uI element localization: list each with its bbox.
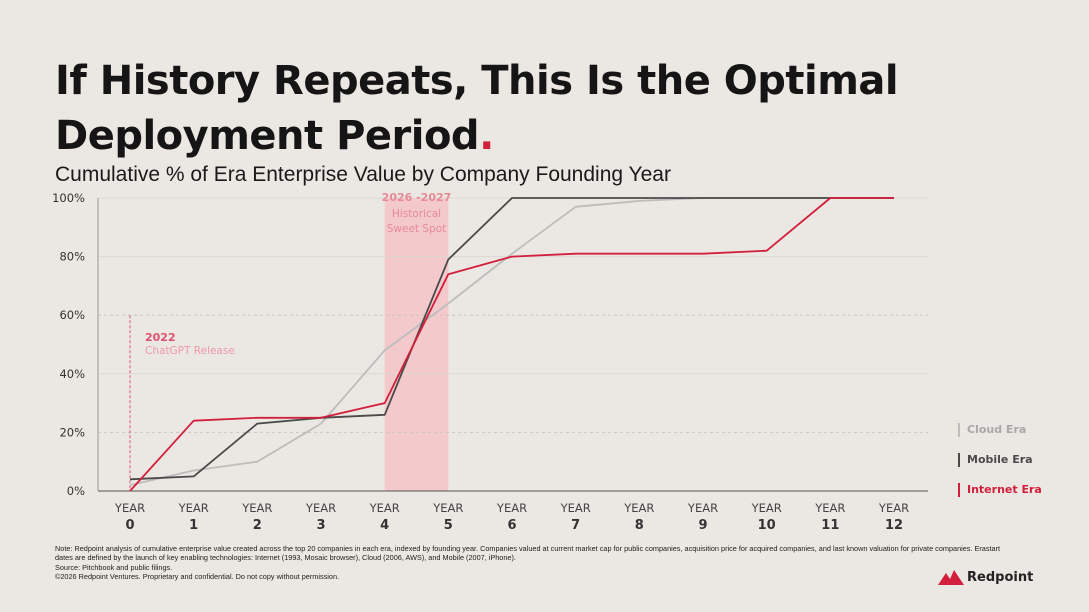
redpoint-logo: Redpoint: [938, 570, 1033, 585]
x-tick-label-number: 9: [698, 518, 707, 533]
x-tick-label-top: YEAR: [560, 501, 591, 515]
x-tick-label-top: YEAR: [751, 501, 782, 515]
footnote-line-4: ©2026 Redpoint Ventures. Proprietary and…: [55, 572, 340, 582]
x-tick-label-top: YEAR: [687, 501, 718, 515]
series-line-mobile-era: [129, 197, 894, 481]
x-tick-label-top: YEAR: [432, 501, 463, 515]
x-tick-label-number: 6: [507, 518, 516, 533]
x-tick-label-top: YEAR: [814, 501, 845, 515]
chart-subtitle: Cumulative % of Era Enterprise Value by …: [55, 163, 671, 186]
footnote: Note: Redpoint analysis of cumulative en…: [55, 544, 1055, 582]
footnote-line-1: Note: Redpoint analysis of cumulative en…: [55, 544, 1001, 553]
chatgpt-year-label: 2022: [145, 331, 176, 344]
x-tick-label-top: YEAR: [241, 501, 272, 515]
legend-label-mobile: Mobile Era: [967, 453, 1033, 466]
x-tick-label-top: YEAR: [369, 501, 400, 515]
x-tick-label-top: YEAR: [496, 501, 527, 515]
x-tick-label-number: 7: [571, 518, 580, 533]
title-dot: .: [479, 113, 494, 159]
series-line-internet-era: [129, 197, 894, 492]
x-tick-label-number: 5: [444, 518, 453, 533]
grid-lines: [98, 197, 928, 433]
x-tick-label-number: 8: [635, 518, 644, 533]
chart-title: If History Repeats, This Is the Optimal …: [55, 54, 1055, 164]
mountain-icon: [938, 570, 964, 585]
footnote-line-3: Source: Pitchbook and public filings.: [55, 562, 173, 572]
legend-item-internet-era: Internet Era: [958, 483, 1042, 497]
legend-item-cloud-era: Cloud Era: [958, 423, 1026, 437]
legend-label-cloud: Cloud Era: [967, 423, 1027, 436]
chatgpt-release-label: ChatGPT Release: [145, 345, 235, 357]
x-tick-label-number: 12: [885, 518, 903, 533]
x-tick-label-top: YEAR: [305, 501, 336, 515]
x-tick-label-number: 3: [316, 518, 325, 533]
x-axis-ticks: YEAR 0 YEAR 1 YEAR 2 YEAR 3 YEAR 4 YEAR 5 YEAR 6 YEAR 7…: [114, 501, 909, 533]
x-tick-label-top: YEAR: [178, 501, 209, 515]
logo-text: Redpoint: [967, 570, 1034, 585]
y-tick-label: 40%: [59, 367, 85, 381]
legend-label-internet: Internet Era: [967, 483, 1042, 496]
x-tick-label-number: 2: [253, 518, 262, 533]
sweet-spot-years-label: 2026 -2027: [382, 191, 452, 204]
y-tick-label: 60%: [59, 308, 85, 322]
x-tick-label-top: YEAR: [623, 501, 654, 515]
sweet-spot-label-line2: Sweet Spot: [387, 223, 447, 235]
y-tick-label: 100%: [52, 191, 85, 205]
x-tick-label-top: YEAR: [114, 501, 145, 515]
y-tick-label: 20%: [59, 425, 85, 439]
y-tick-label: 0%: [67, 484, 85, 498]
x-tick-label-number: 10: [758, 518, 776, 533]
x-tick-label-top: YEAR: [878, 501, 909, 515]
y-tick-label: 80%: [59, 250, 85, 264]
sweet-spot-label-line1: Historical: [392, 208, 441, 220]
x-tick-label-number: 1: [189, 518, 198, 533]
title-main: If History Repeats, This Is the Optimal …: [55, 58, 899, 159]
footnote-line-2: dates are defined by the launch of key e…: [55, 553, 516, 563]
series-lines: [129, 197, 894, 492]
y-axis-ticks: 0% 20% 40% 60% 80% 100%: [52, 191, 85, 498]
x-tick-label-number: 11: [821, 518, 839, 533]
x-tick-label-number: 4: [380, 518, 389, 533]
sweet-spot-band: [384, 198, 449, 491]
legend-item-mobile-era: Mobile Era: [958, 453, 1033, 467]
x-tick-label-number: 0: [125, 518, 134, 533]
